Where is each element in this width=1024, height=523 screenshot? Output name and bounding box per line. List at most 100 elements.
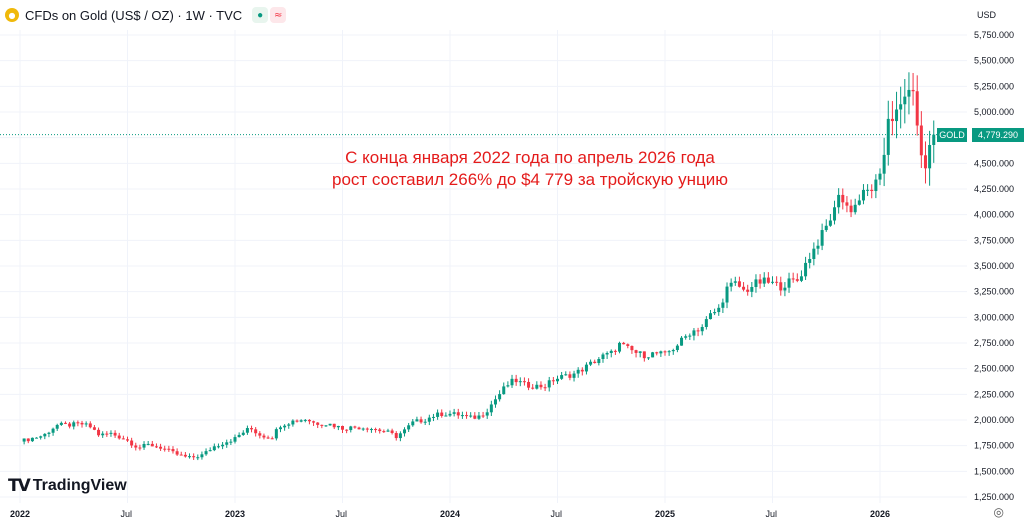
candle-body (535, 384, 539, 389)
candle-body (26, 438, 30, 442)
candle-body (76, 422, 80, 424)
candle-body (531, 387, 535, 389)
candle-body (390, 430, 394, 434)
x-tick-label: 2023 (225, 509, 245, 519)
candle-body (299, 420, 303, 422)
symbol-label: GOLD (937, 128, 967, 142)
candle-body (601, 354, 605, 359)
candle-body (154, 446, 158, 448)
candle-body (622, 342, 626, 345)
candle-body (320, 424, 324, 426)
candle-body (138, 447, 142, 449)
candle-body (341, 425, 344, 430)
chart-annotation: С конца января 2022 года по апрель 2026 … (300, 147, 760, 191)
tradingview-logo-text: TradingView (32, 477, 127, 494)
candle-body (365, 428, 369, 430)
x-tick-label: Jul (766, 509, 778, 519)
candle-body (307, 419, 311, 422)
candle-body (233, 437, 237, 442)
candle-body (109, 432, 113, 434)
candle-body (899, 104, 903, 110)
candle-body (262, 435, 266, 438)
y-tick-label: 2,500.000 (974, 364, 1014, 374)
candle-body (560, 375, 564, 379)
candle-body (646, 357, 650, 359)
candle-body (659, 351, 663, 354)
currency-selector[interactable]: USD (976, 10, 996, 20)
candle-body (274, 429, 278, 439)
candle-body (43, 433, 47, 437)
candle-body (911, 89, 915, 92)
candle-body (423, 421, 427, 423)
candle-body (258, 433, 262, 436)
annotation-line-2: рост составил 266% до $4 779 за тройскую… (332, 170, 728, 189)
candle-body (353, 426, 357, 428)
x-tick-label: Jul (121, 509, 133, 519)
candle-body (332, 423, 336, 428)
candle-body (328, 423, 332, 426)
symbol-title[interactable]: CFDs on Gold (US$ / OZ) · 1W · TVC (25, 7, 243, 23)
candle-body (857, 200, 861, 205)
data-delay-icon[interactable]: ≈ (270, 7, 287, 23)
candle-body (386, 430, 390, 432)
market-status-icon[interactable]: ● (252, 7, 269, 23)
last-price-label: 4,779.290 (972, 128, 1024, 142)
candle-body (721, 302, 725, 308)
candle-body (403, 429, 407, 434)
settings-icon[interactable]: ◎ (993, 505, 1004, 519)
candle-body (117, 435, 121, 439)
candle-body (126, 439, 129, 441)
candle-body (799, 276, 803, 281)
y-tick-label: 1,500.000 (974, 466, 1014, 476)
candle-body (171, 449, 175, 452)
candle-body (518, 381, 522, 383)
candle-body (216, 446, 220, 448)
candle-body (564, 374, 568, 376)
candle-body (498, 394, 502, 400)
candle-body (762, 277, 766, 284)
candle-body (514, 378, 518, 383)
candle-body (270, 438, 274, 440)
candle-body (878, 173, 882, 180)
candle-body (824, 225, 828, 231)
candle-body (411, 421, 415, 426)
candle-body (584, 364, 588, 372)
status-pill[interactable]: ● ≈ (252, 7, 287, 23)
candle-body (361, 428, 365, 430)
candle-body (22, 438, 26, 442)
candle-body (576, 369, 580, 374)
candle-body (382, 431, 386, 433)
candle-body (159, 446, 163, 449)
y-tick-label: 5,500.000 (974, 56, 1014, 66)
candle-body (444, 415, 448, 417)
candle-body (291, 420, 295, 425)
candle-body (489, 404, 493, 413)
candle-body (928, 144, 932, 169)
candle-body (766, 277, 770, 283)
candle-body (407, 425, 411, 430)
candle-body (204, 451, 208, 455)
y-tick-label: 3,500.000 (974, 261, 1014, 271)
x-tick-label: 2026 (870, 509, 890, 519)
candle-body (597, 358, 601, 364)
candle-body (874, 179, 878, 192)
candle-body (638, 351, 642, 353)
candle-body (51, 428, 55, 433)
candle-body (88, 423, 92, 428)
candle-body (278, 427, 282, 430)
candle-body (663, 351, 667, 353)
candle-body (316, 422, 320, 425)
candle-body (105, 433, 109, 435)
candle-body (684, 336, 688, 338)
y-tick-label: 5,250.000 (974, 81, 1014, 91)
candle-body (427, 417, 431, 422)
candle-body (589, 361, 593, 365)
candle-body (556, 378, 559, 382)
tradingview-logo[interactable]: TV TradingView (8, 476, 127, 496)
y-tick-label: 1,250.000 (974, 492, 1014, 502)
candle-body (440, 412, 444, 416)
y-tick-label: 3,000.000 (974, 312, 1014, 322)
y-tick-label: 2,250.000 (974, 389, 1014, 399)
candle-body (771, 281, 774, 283)
